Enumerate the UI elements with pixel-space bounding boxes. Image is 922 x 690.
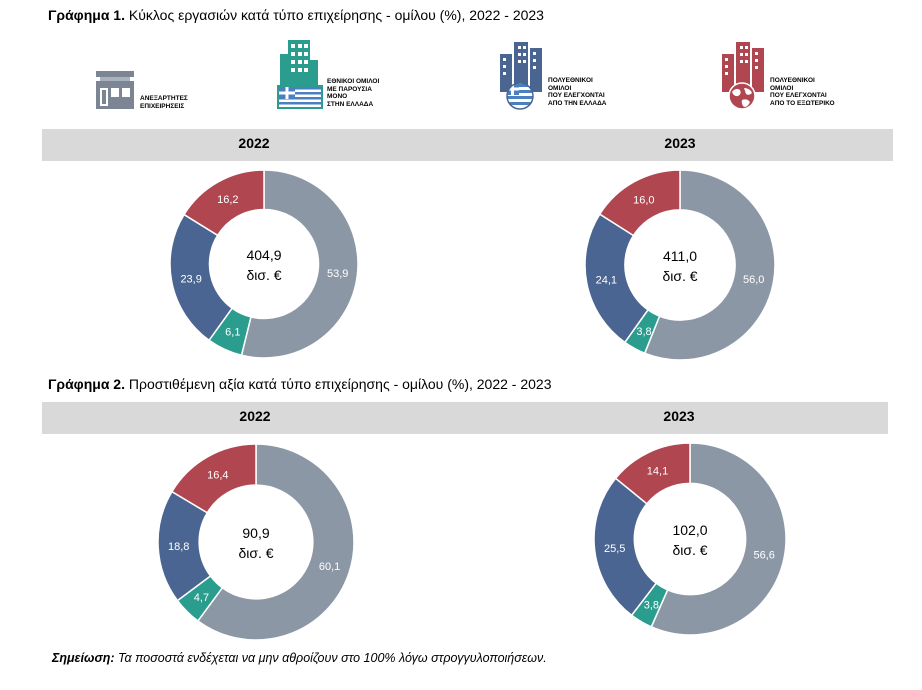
legend-foreign-multinationals: ΠΟΛΥΕΘΝΙΚΟΙ ΟΜΙΛΟΙ ΠΟΥ ΕΛΕΓΧΟΝΤΑΙ ΑΠΟ ΤΟ… <box>720 40 845 112</box>
donut-slice-label: 3,8 <box>644 599 659 611</box>
legend-national-groups: ΕΘΝΙΚΟΙ ΟΜΙΛΟΙ ΜΕ ΠΑΡΟΥΣΙΑ ΜΟΝΟ ΣΤΗΝ ΕΛΛ… <box>276 40 396 112</box>
donut-slice-label: 16,2 <box>217 194 238 206</box>
donut-center-unit: δισ. € <box>662 268 697 284</box>
shop-building-icon <box>96 71 134 109</box>
donut-value-added-2023: 56,6 3,8 25,5 14,1 102,0 δισ. € <box>593 442 787 636</box>
donut-slice-label: 6,1 <box>225 326 240 338</box>
donut-slice-label: 14,1 <box>647 465 668 477</box>
globe-skyscrapers-icon <box>722 42 764 110</box>
donut-slice <box>598 169 681 237</box>
donut-slice <box>240 169 359 359</box>
donut-slice-label: 3,8 <box>636 326 651 338</box>
chart-2-year-header: 2022 2023 <box>42 402 888 434</box>
chart-2-year-2023: 2023 <box>663 408 695 424</box>
donut-turnover-2023: 56,0 3,8 24,1 16,0 411,0 δισ. € <box>584 169 776 361</box>
donut-center-unit: δισ. € <box>246 267 281 283</box>
donut-slice <box>614 442 691 505</box>
donut-slice-label: 18,8 <box>168 541 189 553</box>
donut-slice <box>650 442 787 636</box>
donut-center-unit: δισ. € <box>672 542 707 558</box>
chart-1-title: Γράφημα 1. Κύκλος εργασιών κατά τύπο επι… <box>48 7 544 23</box>
donut-slice-label: 24,1 <box>596 274 617 286</box>
donut-center-value: 404,9 <box>246 247 281 263</box>
donut-center-value: 102,0 <box>672 522 707 538</box>
donut-value-added-2022: 60,1 4,7 18,8 16,4 90,9 δισ. € <box>157 443 355 641</box>
chart-1-year-header: 2022 2023 <box>42 129 893 161</box>
greek-office-building-icon <box>277 40 323 109</box>
legend-greek-multinationals: ΠΟΛΥΕΘΝΙΚΟΙ ΟΜΙΛΟΙ ΠΟΥ ΕΛΕΓΧΟΝΤΑΙ ΑΠΟ ΤΗ… <box>498 40 623 112</box>
donut-slice <box>643 169 776 361</box>
donut-center-value: 411,0 <box>663 248 697 264</box>
donut-slice-label: 60,1 <box>319 561 340 573</box>
chart-1-year-2023: 2023 <box>664 135 696 151</box>
donut-turnover-2022: 53,9 6,1 23,9 16,2 404,9 δισ. € <box>169 169 359 359</box>
donut-slice-label: 4,7 <box>194 592 209 604</box>
donut-slice <box>170 443 257 514</box>
footnote: Σημείωση: Τα ποσοστά ενδέχεται να μην αθ… <box>52 651 547 665</box>
donut-slice-label: 16,0 <box>633 194 654 206</box>
donut-slice-label: 25,5 <box>604 543 625 555</box>
chart-2-year-2022: 2022 <box>239 408 271 424</box>
donut-slice <box>196 443 355 641</box>
donut-slice-label: 56,6 <box>754 550 775 562</box>
chart-1-year-2022: 2022 <box>238 135 270 151</box>
donut-slice-label: 53,9 <box>327 268 348 280</box>
legend-independent: ΑΝΕΞΑΡΤΗΤΕΣ ΕΠΙΧΕΙΡΗΣΕΙΣ <box>94 68 204 113</box>
greek-skyscrapers-icon <box>500 42 542 110</box>
donut-center-unit: δισ. € <box>238 545 273 561</box>
donut-slice <box>183 169 265 237</box>
donut-center-value: 90,9 <box>242 525 269 541</box>
donut-slice-label: 56,0 <box>743 274 764 286</box>
chart-2-title: Γράφημα 2. Προστιθέμενη αξία κατά τύπο ε… <box>48 376 552 392</box>
donut-slice-label: 16,4 <box>207 470 228 482</box>
donut-slice-label: 23,9 <box>180 273 201 285</box>
